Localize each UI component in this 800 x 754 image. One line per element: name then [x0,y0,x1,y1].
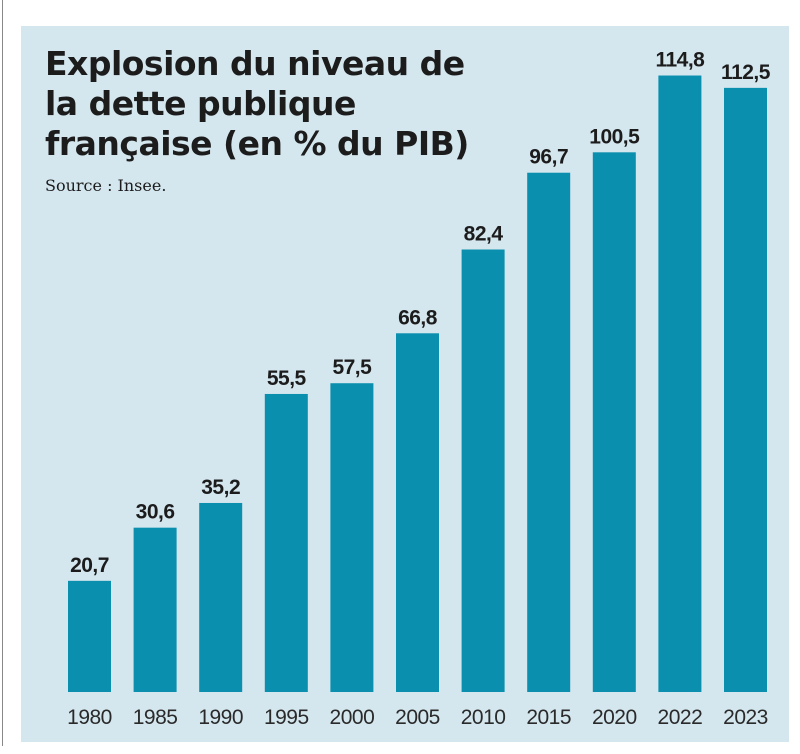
bar-1980 [68,580,111,692]
value-label: 82,4 [464,223,504,246]
page-edge-line [2,0,3,746]
x-tick-label: 2022 [658,706,703,729]
value-label: 112,5 [721,61,771,84]
value-label: 114,8 [655,49,705,72]
x-tick-label: 2000 [330,706,375,729]
value-label: 100,5 [589,125,640,148]
x-tick-label: 1985 [133,706,178,729]
x-tick-label: 2020 [592,706,637,729]
bar-2015 [527,172,571,692]
x-tick-label: 1995 [264,706,309,729]
chart-title: Explosion du niveau de la dette publique… [45,44,469,163]
chart-source: Source : Insee. [45,176,167,195]
bar-2010 [461,249,505,692]
bar-2022 [658,75,702,693]
x-tick-label: 2023 [723,706,768,729]
bar-2005 [396,333,439,692]
value-label: 57,5 [332,356,372,379]
bar-2023 [724,87,767,692]
bar-1995 [264,393,308,692]
bar-2000 [330,383,374,692]
value-label: 30,6 [136,501,175,524]
bar-1985 [133,527,177,692]
bar-2020 [592,152,636,692]
x-tick-label: 2005 [395,706,440,729]
value-label: 96,7 [529,146,568,169]
value-label: 55,5 [267,367,307,390]
value-label: 35,2 [201,476,240,499]
value-label: 20,7 [70,554,109,577]
x-tick-label: 2010 [461,706,506,729]
bar-1990 [199,502,243,692]
x-tick-label: 1990 [198,706,243,729]
x-tick-label: 1980 [67,706,112,729]
value-label: 66,8 [398,306,438,329]
x-tick-label: 2015 [526,706,571,729]
